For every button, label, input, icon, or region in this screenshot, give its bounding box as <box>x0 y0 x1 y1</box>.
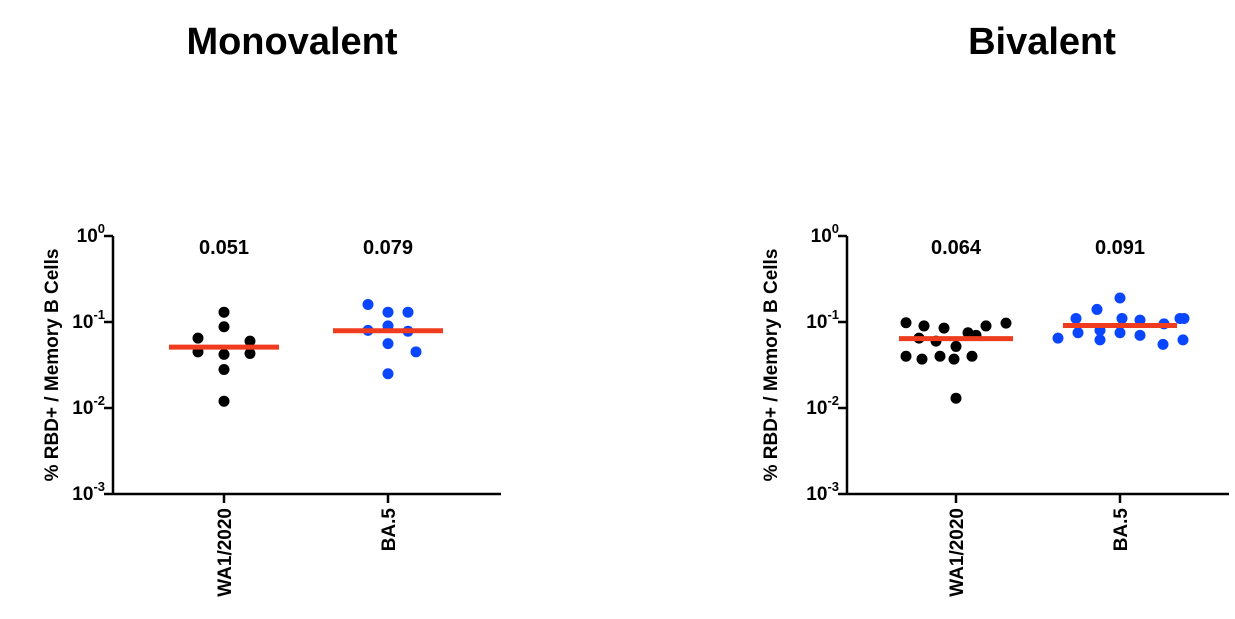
data-point <box>900 317 912 329</box>
data-point <box>1114 327 1126 339</box>
median-value-label: 0.091 <box>1095 237 1145 259</box>
data-point <box>950 340 962 352</box>
data-point <box>218 395 230 407</box>
chart-title: Bivalent <box>968 21 1116 63</box>
x-tick-label: WA1/2020 <box>215 508 236 597</box>
y-tick-label: 100 <box>811 221 839 247</box>
data-point <box>1052 332 1064 344</box>
data-point <box>410 346 422 358</box>
y-tick-exponent: 0 <box>98 221 105 236</box>
data-point <box>1072 327 1084 339</box>
y-tick-exponent: -2 <box>827 393 839 408</box>
y-tick-label: 10-3 <box>72 479 105 505</box>
y-tick-label: 10-1 <box>72 307 105 333</box>
data-point <box>918 320 930 332</box>
x-tick-label: WA1/2020 <box>947 508 968 597</box>
median-value-label: 0.064 <box>931 237 982 259</box>
series-ba5: 0.091 <box>1052 237 1190 350</box>
data-point <box>1094 334 1106 346</box>
y-tick-base: 10 <box>77 226 98 247</box>
data-point <box>1134 329 1146 341</box>
chart-panel-bivalent: Bivalent% RBD+ / Memory B Cells10010-110… <box>761 21 1229 597</box>
data-point <box>1116 312 1128 324</box>
x-tick-label: BA.5 <box>379 508 400 552</box>
y-tick-base: 10 <box>806 484 827 505</box>
data-point <box>382 368 394 380</box>
y-tick-base: 10 <box>811 226 832 247</box>
data-point <box>192 332 204 344</box>
data-point <box>362 298 374 310</box>
y-tick-exponent: -3 <box>93 479 105 494</box>
data-point <box>382 338 394 350</box>
data-point <box>938 322 950 334</box>
data-point <box>1177 334 1189 346</box>
y-tick-label: 10-2 <box>72 393 105 419</box>
data-point <box>382 306 394 318</box>
chart-panel-monovalent: Monovalent% RBD+ / Memory B Cells10010-1… <box>42 21 501 597</box>
series-ba5: 0.079 <box>333 237 443 380</box>
y-axis-label: % RBD+ / Memory B Cells <box>761 249 782 482</box>
y-axis-label: % RBD+ / Memory B Cells <box>42 249 63 482</box>
series-wa1-2020: 0.064 <box>899 237 1013 404</box>
y-tick-exponent: 0 <box>832 221 839 236</box>
x-tick-label: BA.5 <box>1111 508 1132 552</box>
y-tick-label: 10-2 <box>806 393 839 419</box>
data-point <box>402 306 414 318</box>
data-point <box>966 350 978 362</box>
data-point <box>950 392 962 404</box>
y-tick-base: 10 <box>806 312 827 333</box>
y-tick-exponent: -1 <box>93 307 105 322</box>
y-tick-label: 10-3 <box>806 479 839 505</box>
data-point <box>244 348 256 360</box>
data-point <box>1174 312 1186 324</box>
chart-title: Monovalent <box>186 21 397 63</box>
data-point <box>1157 338 1169 350</box>
y-tick-exponent: -3 <box>827 479 839 494</box>
data-point <box>1114 292 1126 304</box>
data-point <box>900 350 912 362</box>
data-point <box>934 350 946 362</box>
data-point <box>948 353 960 365</box>
series-wa1-2020: 0.051 <box>169 237 279 407</box>
data-point <box>218 348 230 360</box>
data-point <box>218 321 230 333</box>
median-value-label: 0.051 <box>199 237 249 259</box>
data-point <box>980 320 992 332</box>
data-point <box>1134 314 1146 326</box>
data-point <box>1091 303 1103 315</box>
data-point <box>1070 312 1082 324</box>
data-point <box>244 335 256 347</box>
data-point <box>218 364 230 376</box>
data-point <box>916 353 928 365</box>
y-tick-base: 10 <box>72 312 93 333</box>
y-tick-label: 10-1 <box>806 307 839 333</box>
y-tick-base: 10 <box>806 398 827 419</box>
data-point <box>218 306 230 318</box>
median-value-label: 0.079 <box>363 237 413 259</box>
y-tick-base: 10 <box>72 398 93 419</box>
y-tick-exponent: -2 <box>93 393 105 408</box>
y-tick-base: 10 <box>72 484 93 505</box>
y-tick-label: 100 <box>77 221 105 247</box>
y-tick-exponent: -1 <box>827 307 839 322</box>
data-point <box>1000 317 1012 329</box>
